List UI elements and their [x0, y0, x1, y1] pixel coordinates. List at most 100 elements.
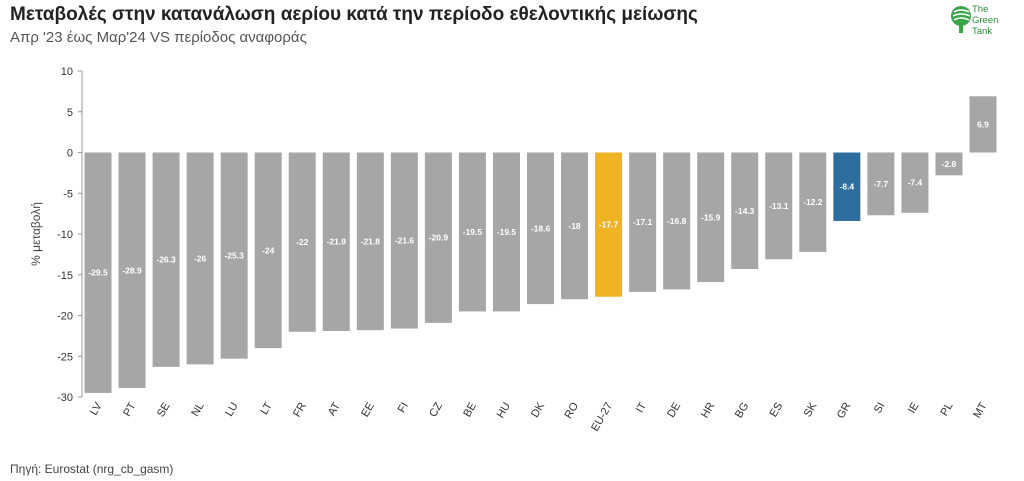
- data-label-lv: -29.5: [88, 268, 108, 278]
- bars-group: -29.5 -28.9 -26.3 -26 -25.3 -24 -22 -21.9 -21.8 -…: [84, 96, 997, 393]
- bar-sk: [799, 152, 827, 252]
- bar-pt: [118, 152, 146, 389]
- green-tank-logo: The Green Tank: [950, 2, 1020, 44]
- data-label-bg: -14.3: [735, 206, 755, 216]
- data-label-ro: -18: [568, 221, 581, 231]
- bar-es: [765, 152, 793, 260]
- x-tick-label-it: IT: [634, 400, 649, 415]
- x-tick-label-lt: LT: [258, 400, 275, 417]
- data-label-mt: 6.9: [977, 119, 989, 129]
- data-label-hu: -19.5: [497, 227, 517, 237]
- y-tick-label: -25: [57, 351, 73, 363]
- bar-lt: [254, 152, 282, 349]
- x-tick-label-es: ES: [768, 401, 786, 420]
- bar-bg: [731, 152, 759, 270]
- y-tick-label: 10: [61, 66, 73, 78]
- chart-subtitle: Απρ '23 έως Μαρ'24 VS περίοδος αναφοράς: [10, 29, 307, 46]
- data-label-ee: -21.8: [361, 236, 381, 246]
- x-tick-label-bg: BG: [733, 401, 751, 421]
- data-label-eu-27: -17.7: [599, 220, 619, 230]
- bar-hr: [697, 152, 725, 283]
- bar-de: [663, 152, 691, 290]
- logo-text-tank: Tank: [972, 26, 993, 37]
- y-axis: 10 5 0 -5 -10 -15 -20 -25 -30: [57, 66, 83, 404]
- x-tick-label-se: SE: [155, 401, 173, 420]
- x-tick-label-ie: IE: [906, 401, 922, 416]
- bar-pl: [935, 152, 963, 176]
- data-label-ie: -7.4: [908, 178, 923, 188]
- bar-nl: [186, 152, 214, 365]
- logo-text-the: The: [972, 4, 989, 15]
- chart-title: Μεταβολές στην κατανάλωση αερίου κατά τη…: [10, 4, 698, 25]
- y-tick-label: -5: [63, 188, 73, 200]
- bar-se: [152, 152, 180, 367]
- green-tank-logo-icon: [951, 6, 971, 33]
- bar-lu: [220, 152, 248, 359]
- x-tick-label-be: BE: [461, 401, 479, 420]
- y-tick-label: -20: [57, 311, 73, 323]
- x-tick-label-de: DE: [665, 401, 683, 420]
- x-tick-label-gr: GR: [835, 400, 854, 420]
- x-tick-label-hr: HR: [699, 400, 717, 420]
- bar-eu-27: [595, 152, 623, 297]
- bar-si: [867, 152, 895, 216]
- data-label-lt: -24: [262, 245, 275, 255]
- data-label-pl: -2.8: [942, 159, 957, 169]
- data-label-sk: -12.2: [803, 197, 823, 207]
- y-tick-label: -10: [57, 229, 73, 241]
- data-label-at: -21.9: [327, 237, 347, 247]
- bar-at: [322, 152, 350, 331]
- x-tick-label-si: SI: [872, 401, 888, 416]
- data-label-pt: -28.9: [122, 265, 142, 275]
- x-tick-label-at: AT: [326, 400, 343, 418]
- data-label-se: -26.3: [156, 255, 176, 265]
- bar-gr: [833, 152, 861, 221]
- y-tick-label: -15: [57, 270, 73, 282]
- bar-hu: [492, 152, 520, 312]
- x-tick-label-pl: PL: [938, 401, 955, 419]
- data-label-es: -13.1: [769, 201, 789, 211]
- data-label-de: -16.8: [667, 216, 687, 226]
- bar-it: [629, 152, 657, 292]
- data-label-it: -17.1: [633, 217, 653, 227]
- x-tick-label-fr: FR: [291, 400, 309, 419]
- y-tick-label: -30: [57, 392, 73, 404]
- bar-ee: [356, 152, 384, 331]
- x-tick-label-fi: FI: [396, 401, 411, 415]
- bar-ie: [901, 152, 929, 213]
- source-note: Πηγή: Eurostat (nrg_cb_gasm): [10, 462, 174, 476]
- bar-mt: [969, 96, 997, 153]
- y-axis-label: % μεταβολή: [29, 202, 43, 266]
- x-tick-label-eu-27: EU-27: [589, 401, 615, 434]
- x-axis-labels: LV PT SE NL LU LT FR AT EE FI CZ BE HU DK RO EU-27 IT DE H…: [88, 400, 990, 434]
- x-tick-label-ee: EE: [359, 401, 377, 420]
- bar-lv: [84, 152, 112, 393]
- data-label-gr: -8.4: [840, 182, 855, 192]
- bar-be: [458, 152, 486, 312]
- x-tick-label-ro: RO: [562, 400, 581, 421]
- x-tick-label-lv: LV: [88, 400, 105, 418]
- data-label-nl: -26: [194, 253, 207, 263]
- x-tick-label-cz: CZ: [427, 400, 445, 419]
- bar-fr: [288, 152, 316, 332]
- bar-fi: [390, 152, 418, 329]
- bar-ro: [561, 152, 589, 300]
- data-label-dk: -18.6: [531, 223, 551, 233]
- logo-text-green: Green: [972, 15, 999, 26]
- data-label-be: -19.5: [463, 227, 483, 237]
- y-tick-label: 5: [67, 107, 73, 119]
- x-tick-label-dk: DK: [529, 400, 547, 420]
- x-tick-label-pt: PT: [121, 400, 139, 418]
- x-tick-label-sk: SK: [802, 400, 820, 419]
- data-label-fr: -22: [296, 237, 309, 247]
- x-tick-label-nl: NL: [189, 401, 206, 419]
- data-label-lu: -25.3: [224, 251, 244, 261]
- x-tick-label-mt: MT: [971, 400, 989, 420]
- bar-cz: [424, 152, 452, 323]
- data-label-cz: -20.9: [429, 233, 449, 243]
- x-tick-label-lu: LU: [223, 400, 240, 418]
- x-tick-label-hu: HU: [495, 400, 513, 420]
- data-label-fi: -21.6: [395, 236, 415, 246]
- bar-dk: [527, 152, 554, 305]
